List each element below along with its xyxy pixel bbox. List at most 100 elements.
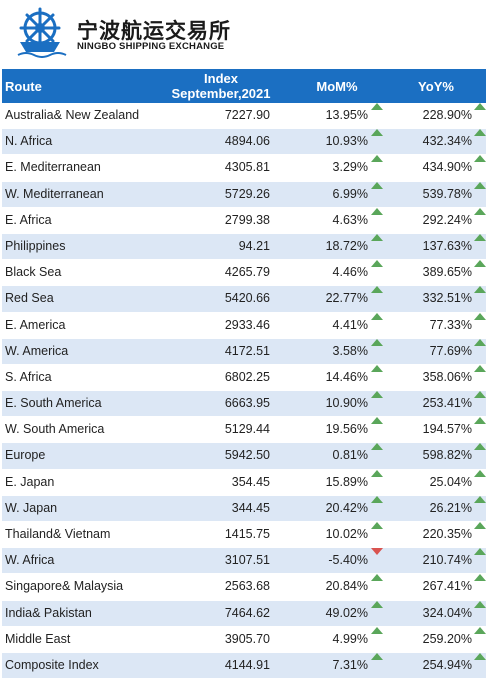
up-arrow-icon <box>474 155 486 163</box>
up-arrow-icon <box>474 129 486 137</box>
up-arrow-icon <box>371 469 383 477</box>
up-arrow-icon <box>371 338 383 346</box>
route-cell: Red Sea <box>5 291 54 306</box>
up-arrow-icon <box>474 391 486 399</box>
up-arrow-icon <box>474 233 486 241</box>
yoy-cell: 434.90% <box>422 160 472 175</box>
up-arrow-icon <box>371 260 383 268</box>
up-arrow-icon <box>371 495 383 503</box>
index-cell: 4265.79 <box>224 265 270 280</box>
route-cell: E. Japan <box>5 474 55 489</box>
yoy-cell: 77.33% <box>429 317 472 332</box>
index-cell: 2933.46 <box>224 317 270 332</box>
up-arrow-icon <box>474 364 486 372</box>
index-cell: 2799.38 <box>224 212 270 227</box>
table-row: E. Mediterranean 4305.81 3.29% 434.90% <box>2 155 486 182</box>
yoy-cell: 228.90% <box>422 108 472 122</box>
table-row: Singapore& Malaysia 2563.68 20.84% 267.41% <box>2 574 486 601</box>
up-arrow-icon <box>371 574 383 582</box>
mom-cell: 4.41% <box>332 317 368 332</box>
table-row: Europe 5942.50 0.81% 598.82% <box>2 443 486 470</box>
index-cell: 4144.91 <box>224 657 270 672</box>
route-cell: N. Africa <box>5 134 53 149</box>
yoy-cell: 220.35% <box>422 527 472 541</box>
index-cell: 4305.81 <box>224 160 270 175</box>
route-cell: Philippines <box>5 238 66 253</box>
yoy-cell: 137.63% <box>422 238 472 253</box>
yoy-cell: 26.21% <box>429 500 472 515</box>
index-cell: 3905.70 <box>224 631 270 646</box>
yoy-cell: 267.41% <box>422 579 472 594</box>
route-cell: W. South America <box>5 422 105 437</box>
mom-cell: 14.46% <box>325 369 368 384</box>
up-arrow-icon <box>474 495 486 503</box>
up-arrow-icon <box>371 522 383 529</box>
up-arrow-icon <box>474 600 486 608</box>
up-arrow-icon <box>371 129 383 137</box>
mom-cell: 4.46% <box>332 265 368 280</box>
yoy-cell: 77.69% <box>429 343 472 358</box>
header-index-line1: Index <box>204 71 238 86</box>
index-cell: 94.21 <box>238 238 270 253</box>
up-arrow-icon <box>371 312 383 320</box>
up-arrow-icon <box>371 155 383 163</box>
up-arrow-icon <box>474 312 486 320</box>
route-cell: W. America <box>5 343 69 358</box>
mom-cell: 4.63% <box>332 212 368 227</box>
mom-cell: 4.99% <box>332 631 368 646</box>
mom-cell: 10.02% <box>325 527 368 541</box>
header-index: Index September,2021 <box>162 69 280 103</box>
route-cell: Australia& New Zealand <box>5 108 140 122</box>
index-cell: 7227.90 <box>224 108 270 122</box>
yoy-cell: 324.04% <box>422 605 472 620</box>
table-row: E. Japan 354.45 15.89% 25.04% <box>2 469 486 496</box>
table-row: S. Africa 6802.25 14.46% 358.06% <box>2 364 486 392</box>
route-cell: Black Sea <box>5 265 62 280</box>
route-cell: India& Pakistan <box>5 605 92 620</box>
mom-cell: 13.95% <box>325 108 368 122</box>
index-cell: 344.45 <box>231 500 270 515</box>
up-arrow-icon <box>474 443 486 451</box>
table-row: E. Africa 2799.38 4.63% 292.24% <box>2 207 486 234</box>
index-cell: 1415.75 <box>224 527 270 541</box>
index-cell: 354.45 <box>231 474 270 489</box>
table-row: W. Africa 3107.51 -5.40% 210.74% <box>2 548 486 575</box>
route-cell: W. Japan <box>5 500 58 515</box>
yoy-cell: 194.57% <box>422 422 472 437</box>
header-index-line2: September,2021 <box>171 86 271 101</box>
mom-cell: 7.31% <box>332 657 368 672</box>
brand-name-cn: 宁波航运交易所 <box>77 19 231 43</box>
route-cell: W. Mediterranean <box>5 186 104 201</box>
route-cell: Thailand& Vietnam <box>5 527 111 541</box>
table-row: India& Pakistan 7464.62 49.02% 324.04% <box>2 600 486 627</box>
up-arrow-icon <box>474 574 486 582</box>
table-row: W. America 4172.51 3.58% 77.69% <box>2 338 486 365</box>
mom-cell: 10.93% <box>325 134 368 149</box>
table-row: W. Mediterranean 5729.26 6.99% 539.78% <box>2 181 486 208</box>
mom-cell: 49.02% <box>325 605 368 620</box>
mom-cell: 10.90% <box>325 396 368 411</box>
yoy-cell: 539.78% <box>422 186 472 201</box>
up-arrow-icon <box>474 260 486 268</box>
route-cell: W. Africa <box>5 553 55 568</box>
index-cell: 4172.51 <box>224 343 270 358</box>
mom-cell: -5.40% <box>328 553 368 568</box>
route-cell: E. America <box>5 317 66 332</box>
table-row: E. South America 6663.95 10.90% 253.41% <box>2 391 486 418</box>
mom-cell: 6.99% <box>332 186 368 201</box>
yoy-cell: 389.65% <box>422 265 472 280</box>
index-cell: 3107.51 <box>224 553 270 568</box>
up-arrow-icon <box>474 286 486 294</box>
yoy-cell: 292.24% <box>422 212 472 227</box>
route-cell: E. South America <box>5 396 102 411</box>
index-cell: 5420.66 <box>224 291 270 306</box>
up-arrow-icon <box>474 548 486 556</box>
mom-cell: 3.58% <box>332 343 368 358</box>
index-cell: 2563.68 <box>224 579 270 594</box>
route-index-table: Route Index September,2021 MoM% YoY% Aus… <box>2 69 486 680</box>
up-arrow-icon <box>474 652 486 660</box>
yoy-cell: 253.41% <box>422 396 472 411</box>
route-cell: Middle East <box>5 631 71 646</box>
header-mom: MoM% <box>316 78 358 94</box>
yoy-cell: 25.04% <box>429 474 472 489</box>
